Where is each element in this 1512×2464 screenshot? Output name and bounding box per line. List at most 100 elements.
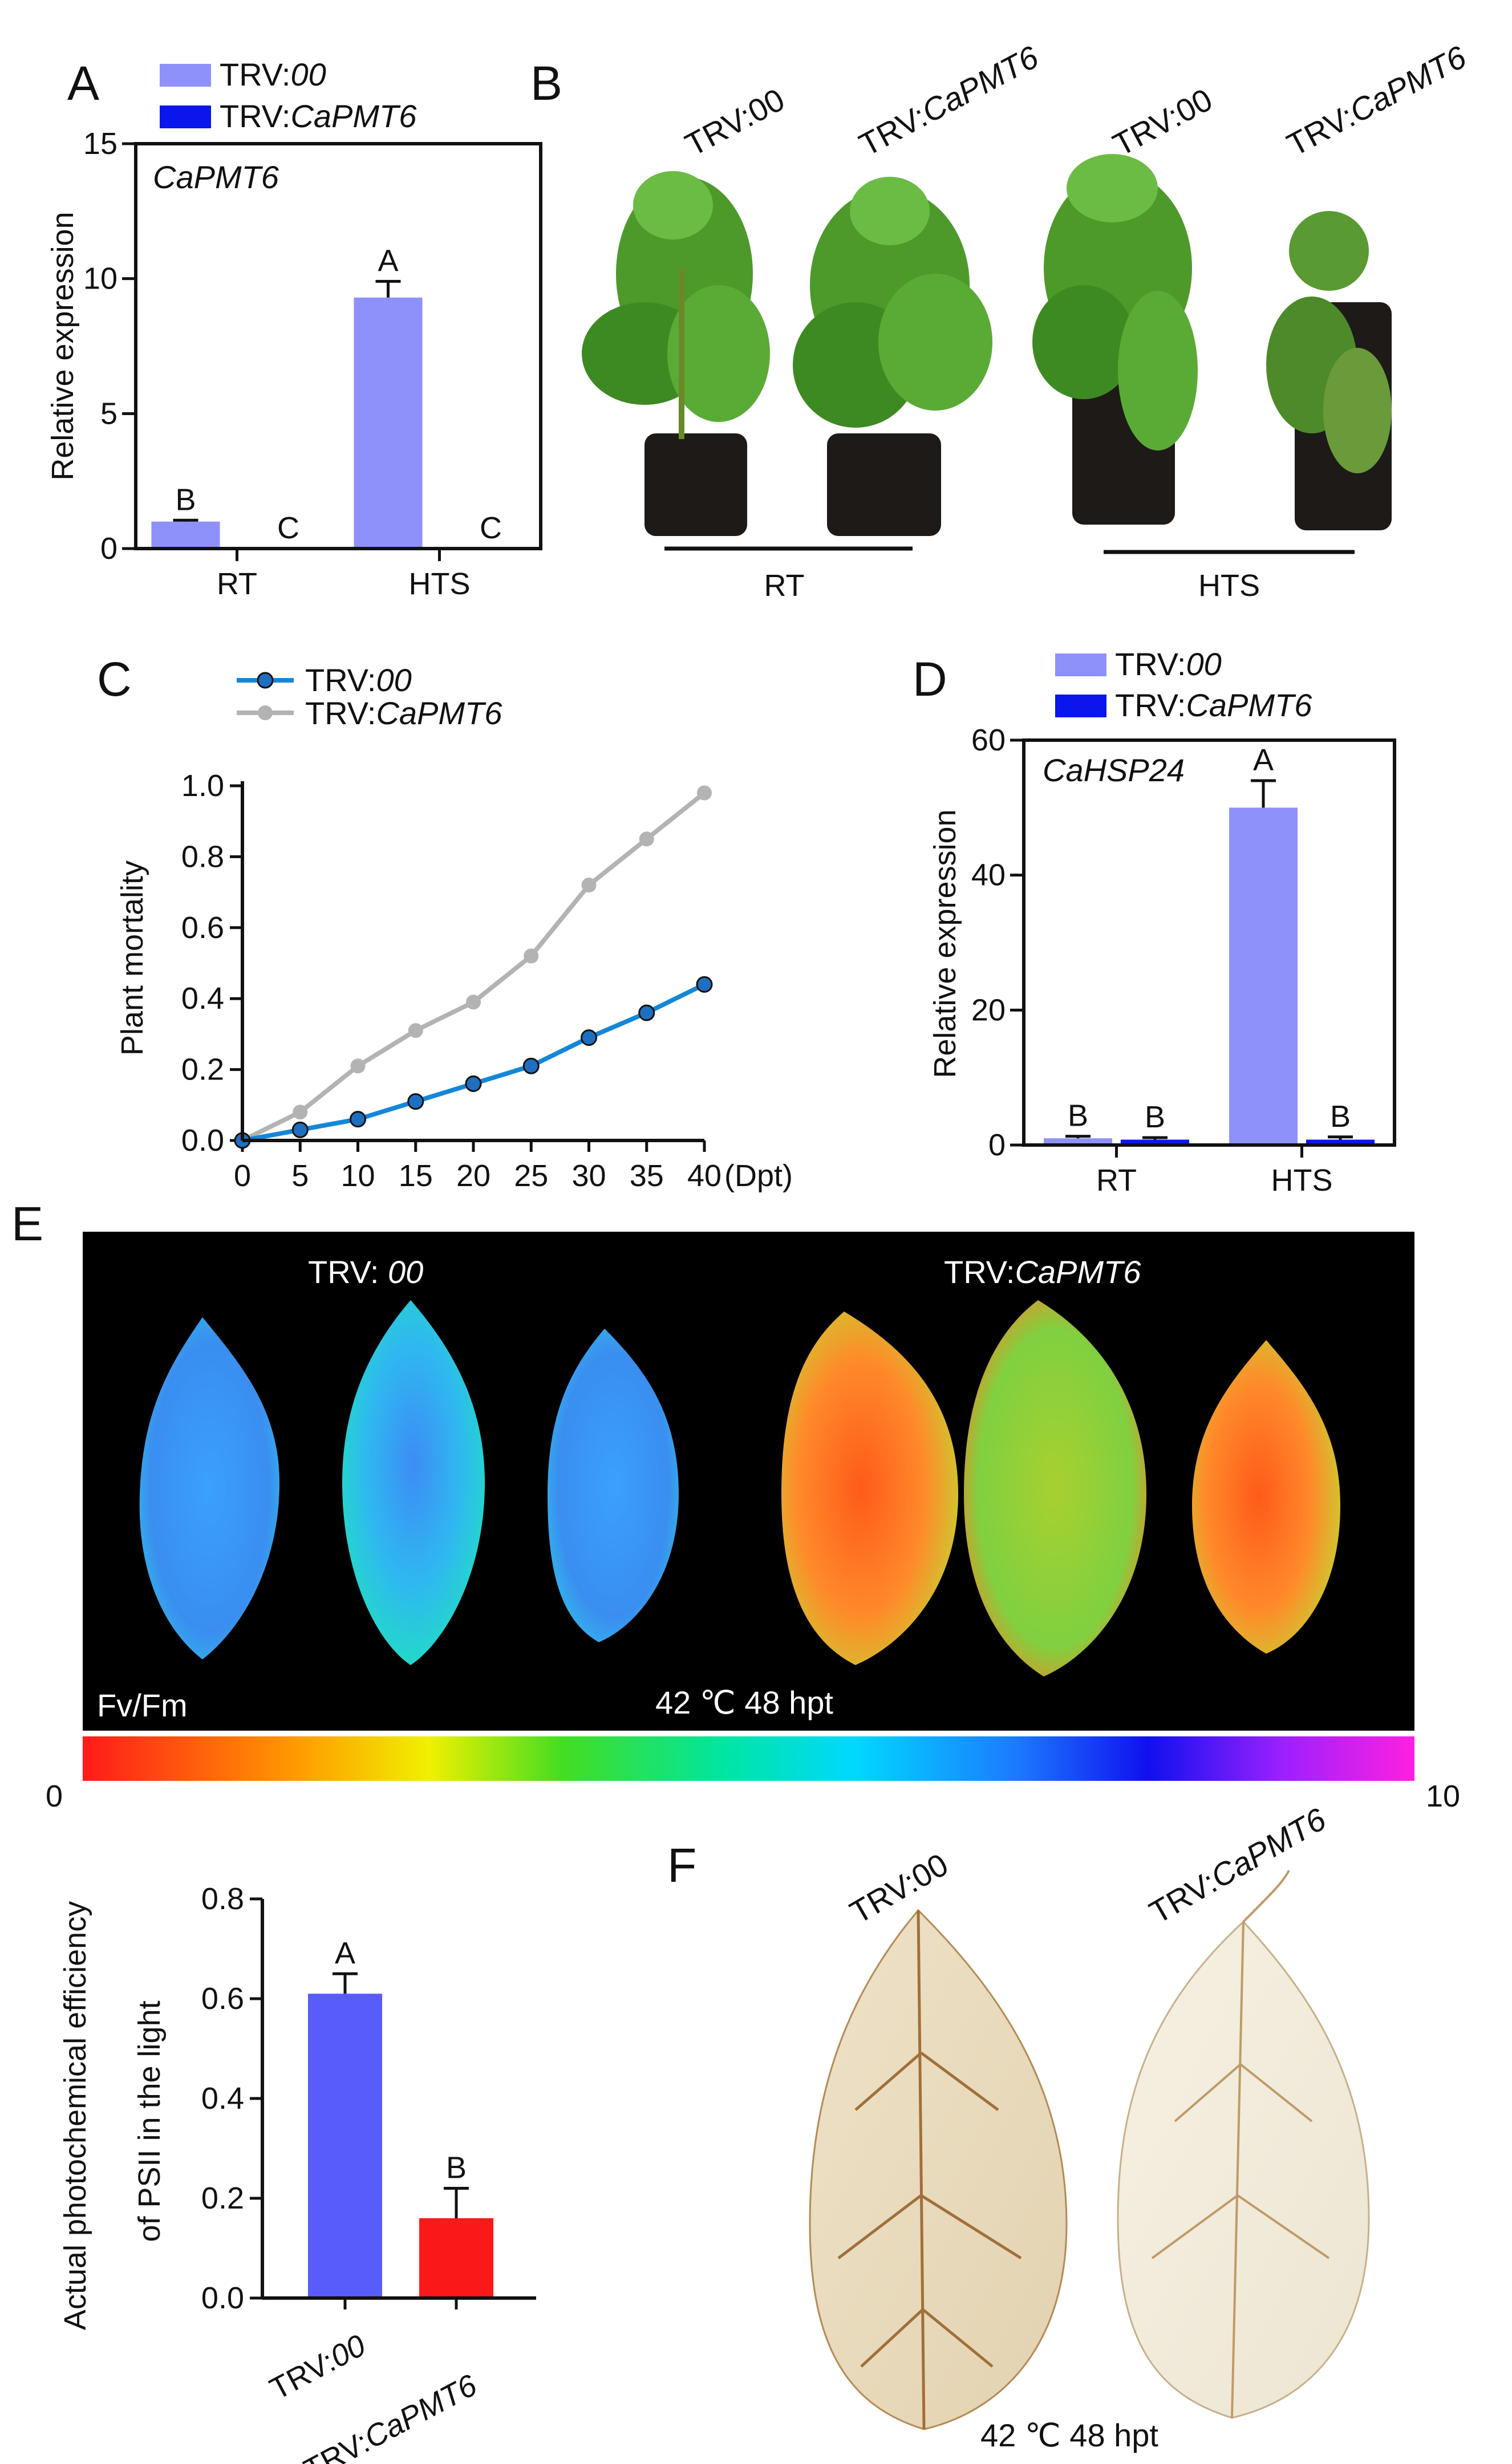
x-axis-unit-label: (Dpt)	[724, 1159, 793, 1193]
y-tick-label: 0.6	[181, 911, 224, 945]
y-tick-label: 0	[100, 531, 117, 566]
chart-e-ylabel-line2: of PSII in the light	[132, 2000, 167, 2242]
significance-label: A	[1253, 743, 1274, 777]
leaf-stained-1	[809, 1909, 1068, 2430]
y-tick-label: 60	[971, 723, 1006, 757]
panel-label-e: E	[11, 1197, 43, 1251]
y-tick-label: 0.2	[201, 2181, 244, 2215]
fluorescence-condition-label: 42 ℃ 48 hpt	[655, 1684, 833, 1720]
leaf-stained-1-vein	[837, 1910, 1022, 2430]
plant-photo-1	[582, 171, 770, 536]
leaf-stained-2	[1117, 1920, 1370, 2419]
panel-label-c: C	[97, 652, 132, 706]
leaf-fluorescence-5	[964, 1300, 1146, 1677]
data-point	[408, 1023, 423, 1038]
significance-label: B	[1145, 1100, 1165, 1134]
chart-a-plot: 0 5 10 15 RT B C HTS A C	[83, 127, 541, 601]
x-tick-label: RT	[217, 567, 257, 601]
group-label-hts: HTS	[1198, 569, 1260, 603]
panel-label-f: F	[667, 1838, 696, 1892]
chart-a-frame	[134, 142, 542, 550]
leaf-fluorescence-6	[1192, 1340, 1340, 1654]
y-tick-label: 0.4	[181, 981, 224, 1016]
y-tick-label: 1.0	[181, 769, 224, 803]
data-point	[522, 1057, 540, 1074]
data-point	[465, 1075, 482, 1092]
significance-label: A	[335, 1936, 355, 1970]
data-point	[639, 831, 654, 847]
x-tick-label: TRV:00	[264, 2328, 371, 2407]
x-tick-label: 40	[687, 1159, 721, 1193]
photo-b-label-3: TRV:00	[1107, 81, 1218, 163]
chart-c-plot: 0.0 0.2 0.4 0.6 0.8 1.0 0 5 10 15 20 25 30 35 40 (Dpt)	[181, 769, 793, 1193]
bar-e-TRV-00	[308, 1994, 382, 2298]
x-tick-label: 15	[399, 1159, 433, 1193]
plant-photo-4	[1266, 211, 1392, 530]
legend-d-swatch-trv00	[1055, 653, 1106, 676]
bar-D-TRV-00-HTS	[1229, 807, 1298, 1145]
y-tick-label: 0.0	[201, 2281, 244, 2315]
panel-a: A TRV:00 TRV:CaPMT6 CaPMT6 0 5 10 15 RT B C HTS…	[46, 56, 542, 601]
plant-photo-2	[793, 177, 992, 536]
x-tick-label: 30	[571, 1159, 606, 1193]
chart-a-title: CaPMT6	[153, 159, 279, 195]
chart-c-ylabel: Plant mortality	[115, 860, 149, 1056]
significance-label: B	[1068, 1099, 1088, 1133]
data-point	[350, 1111, 366, 1128]
leaf-stained-2-vein	[1151, 1870, 1330, 2418]
leaf-fluorescence-3	[548, 1329, 679, 1642]
legend-swatch-trv00	[160, 64, 211, 87]
legend-d-swatch-trvpmt6	[1055, 695, 1106, 717]
leaf-fluorescence-1	[139, 1317, 279, 1659]
bar-D-TRV-CaPMT6-RT	[1121, 1139, 1189, 1145]
fluorescence-image	[83, 1232, 1414, 1731]
photo-f-condition: 42 ℃ 48 hpt	[980, 2417, 1158, 2453]
x-tick-label: 20	[456, 1159, 491, 1193]
photo-b-label-2: TRV:CaPMT6	[853, 38, 1044, 163]
x-tick-label: HTS	[409, 567, 471, 601]
photo-b-label-1: TRV:00	[679, 81, 790, 163]
y-tick-label: 0.0	[181, 1123, 224, 1158]
y-tick-label: 40	[971, 858, 1006, 892]
x-tick-label: 35	[630, 1159, 664, 1193]
bar-D-TRV-00-RT	[1044, 1138, 1112, 1145]
fluorescence-label-right: TRV:CaPMT6	[944, 1254, 1141, 1290]
chart-e-ylabel-line1: Actual photochemical efficiency	[58, 1901, 92, 2330]
x-tick-label: 25	[514, 1159, 548, 1193]
data-point	[581, 878, 597, 893]
colorbar-min-label: 0	[46, 1779, 63, 1813]
legend-c-trvpmt6: TRV:CaPMT6	[237, 695, 502, 731]
panel-f: F TRV:00 TRV:CaPMT6 42 ℃ 48 hpt	[667, 1801, 1370, 2453]
data-point	[696, 976, 713, 993]
bar-e-TRV-CaPMT6	[419, 2218, 493, 2298]
legend-label-trv00: TRV:00	[220, 56, 326, 92]
legend-label-trvpmt6: TRV:CaPMT6	[220, 98, 417, 134]
data-point	[466, 994, 481, 1010]
colorbar-max-label: 10	[1426, 1779, 1460, 1813]
bar-D-TRV-CaPMT6-HTS	[1306, 1139, 1375, 1145]
panel-label-a: A	[67, 56, 99, 110]
panel-e: E TRV: 00 TRV:CaPMT6 Fv/Fm 42 ℃ 48 hpt 0…	[11, 1197, 1460, 1813]
y-tick-label: 0.8	[201, 1882, 244, 1916]
significance-label: B	[175, 482, 196, 517]
bar-A-TRV-00-RT	[151, 521, 220, 549]
legend-c-marker-trv00	[257, 672, 274, 689]
chart-d-frame	[1022, 738, 1396, 1147]
data-point	[293, 1105, 308, 1120]
fluorescence-label-left: TRV: 00	[308, 1254, 423, 1290]
legend-c-trv00: TRV:00	[237, 662, 412, 698]
panel-label-d: D	[913, 652, 947, 706]
y-tick-label: 15	[83, 127, 117, 161]
leaf-fluorescence-2	[342, 1300, 485, 1665]
plant-photo-3	[1032, 154, 1198, 525]
data-point	[581, 1029, 597, 1046]
panel-c: C TRV:00 TRV:CaPMT6 0.0 0.2 0.4 0.6 0.8 1.0 0 5…	[97, 652, 793, 1193]
photo-b-label-4: TRV:CaPMT6	[1281, 38, 1472, 163]
x-tick-label: HTS	[1271, 1163, 1333, 1198]
y-tick-label: 5	[100, 396, 117, 431]
y-tick-label: 0.2	[181, 1053, 224, 1087]
data-point	[291, 1121, 309, 1138]
